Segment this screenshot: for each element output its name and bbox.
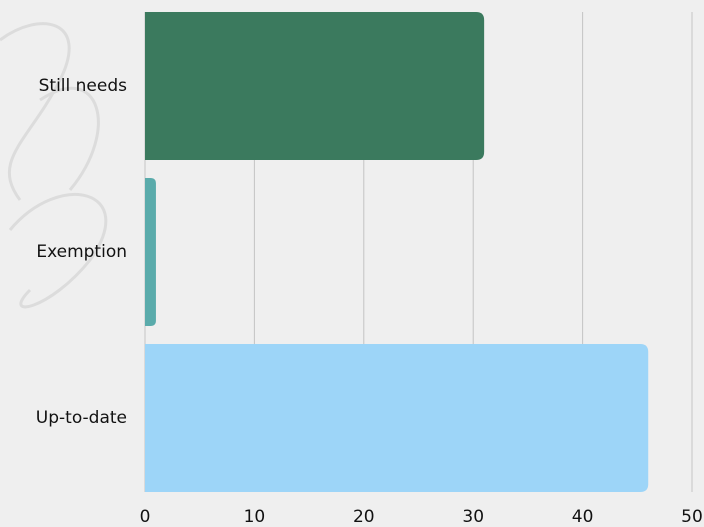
x-tick-label: 0 xyxy=(140,507,151,527)
x-tick-label: 30 xyxy=(462,507,484,527)
bar xyxy=(145,12,485,160)
x-tick-label: 40 xyxy=(572,507,594,527)
bar xyxy=(145,178,156,326)
bar xyxy=(145,344,649,492)
y-tick-label: Exemption xyxy=(36,242,127,262)
decoration xyxy=(0,22,108,309)
x-tick-label: 10 xyxy=(244,507,266,527)
swirl xyxy=(0,22,71,201)
x-tick-label: 50 xyxy=(681,507,703,527)
swirl xyxy=(39,86,100,191)
y-tick-label: Still needs xyxy=(39,76,128,96)
y-tick-label: Up-to-date xyxy=(36,408,127,428)
swirl xyxy=(8,193,108,309)
x-tick-label: 20 xyxy=(353,507,375,527)
